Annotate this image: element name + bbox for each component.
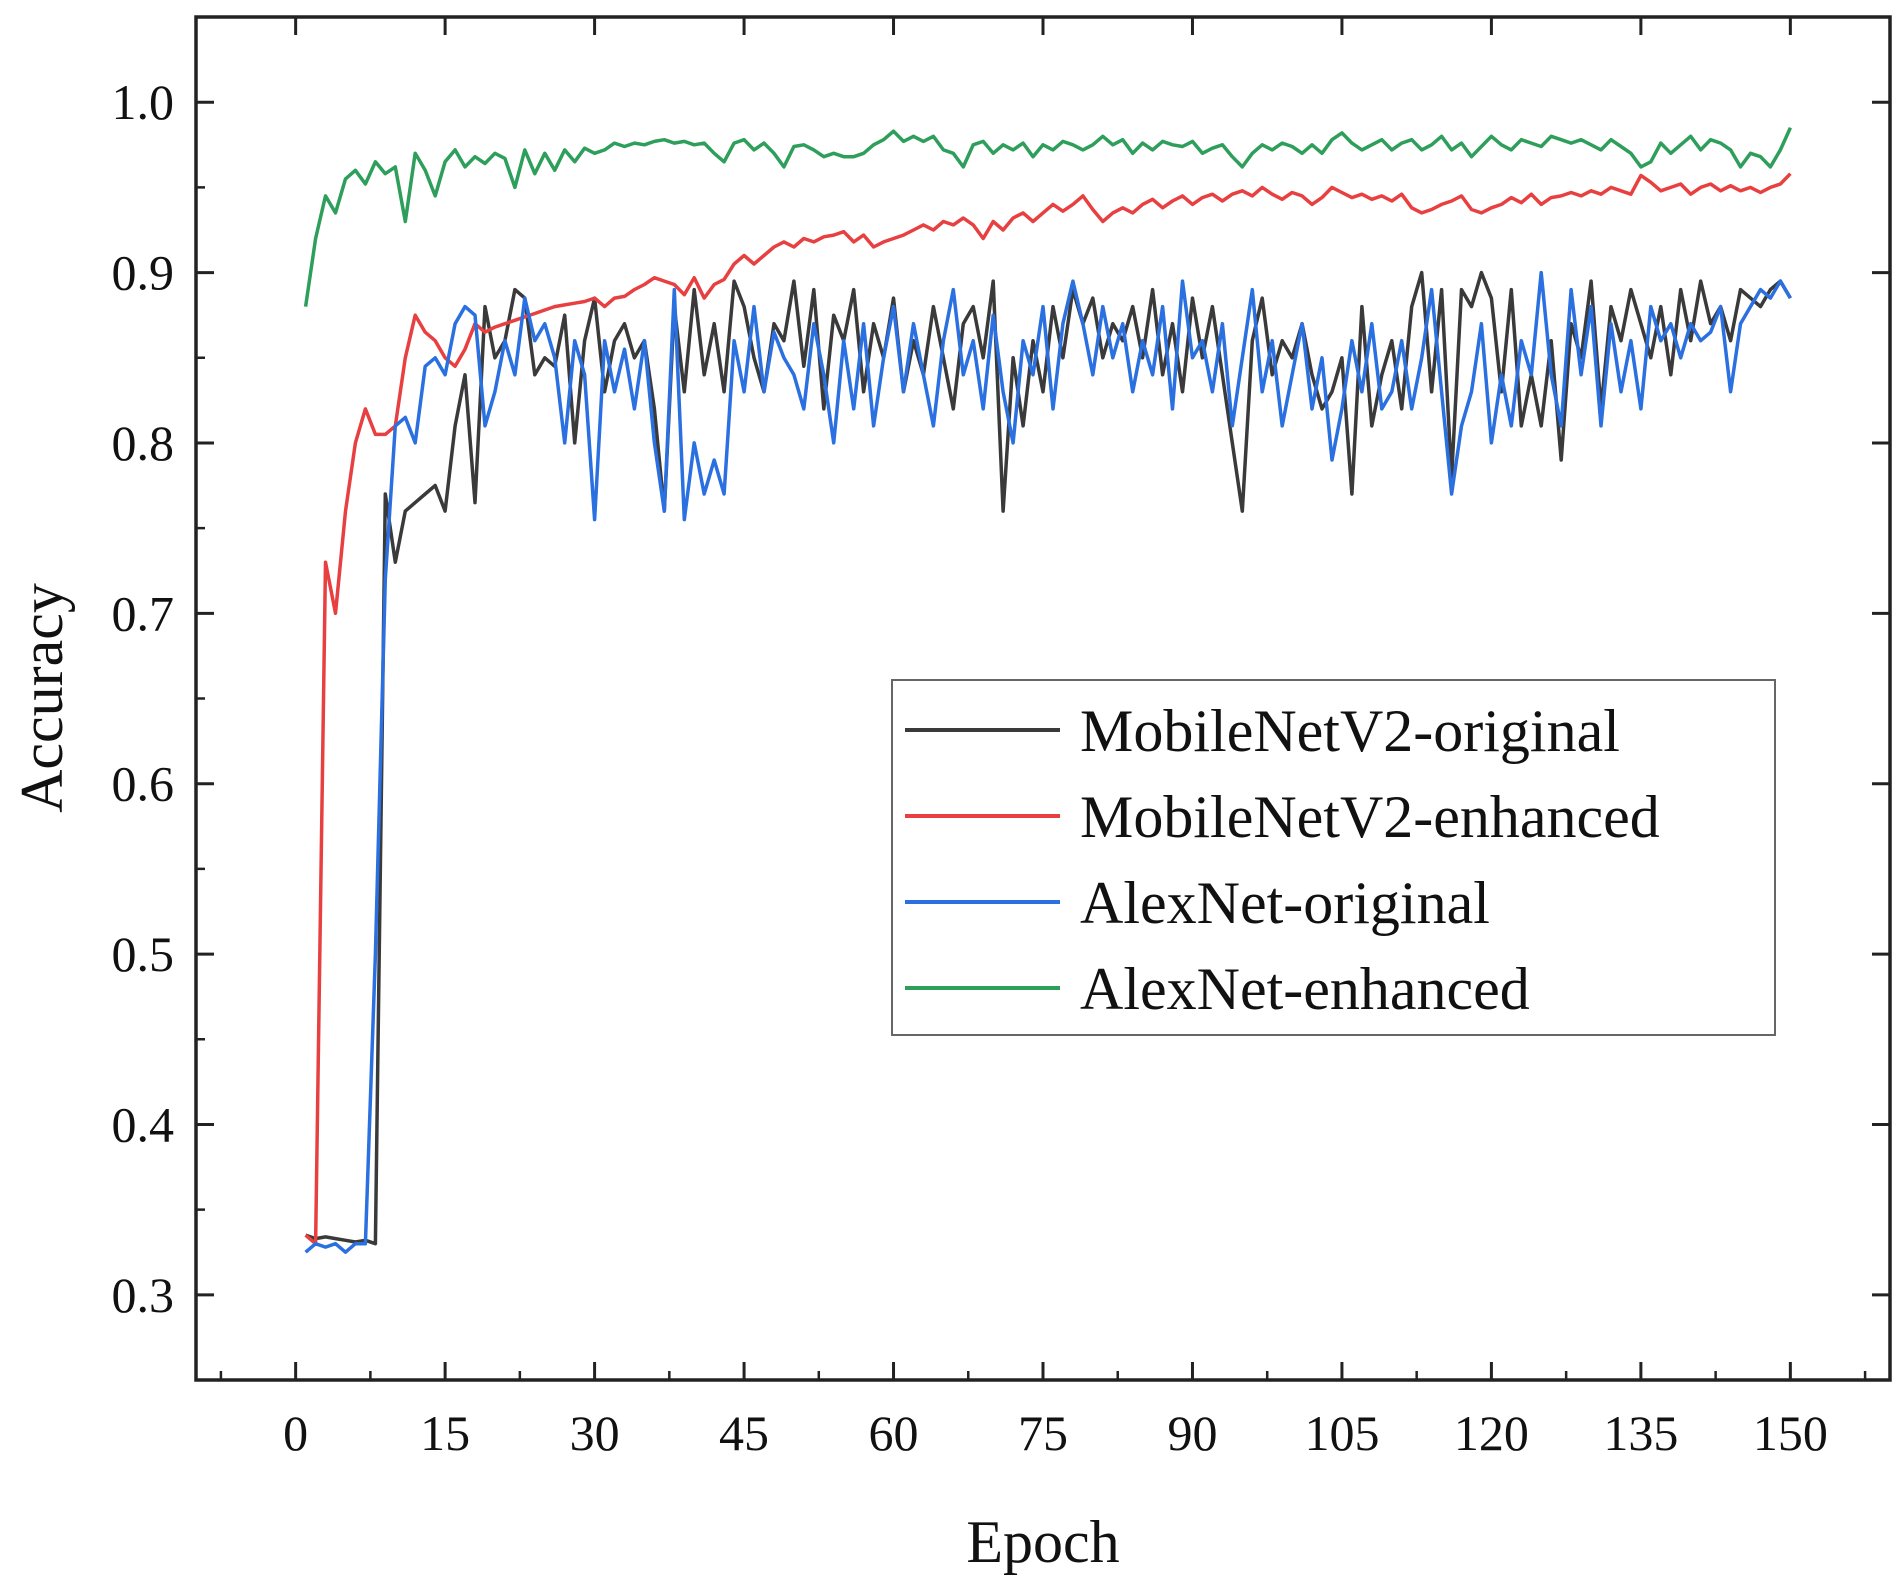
- y-tick-label: 0.9: [112, 245, 175, 301]
- x-tick-label: 30: [570, 1405, 620, 1461]
- x-tick-label: 15: [420, 1405, 470, 1461]
- y-tick-label: 0.7: [112, 585, 175, 641]
- x-tick-label: 60: [869, 1405, 919, 1461]
- x-tick-label: 120: [1454, 1405, 1529, 1461]
- x-tick-label: 75: [1018, 1405, 1068, 1461]
- series-lines: [303, 126, 1792, 1254]
- x-axis-title: Epoch: [966, 1509, 1119, 1575]
- legend-label-mobilenetv2-original: MobileNetV2-original: [1080, 698, 1620, 764]
- y-tick-label: 1.0: [112, 74, 175, 130]
- y-tick-label: 0.5: [112, 926, 175, 982]
- y-tick-label: 0.4: [112, 1096, 175, 1152]
- x-tick-label: 135: [1603, 1405, 1678, 1461]
- axis-ticks: [196, 17, 1890, 1380]
- x-tick-label: 150: [1753, 1405, 1828, 1461]
- series-line-mobilenetv2-enhanced: [304, 172, 1792, 1246]
- x-tick-label: 0: [283, 1405, 308, 1461]
- legend-box: [891, 679, 1776, 1036]
- y-tick-label: 0.8: [112, 415, 175, 471]
- x-tick-label: 90: [1167, 1405, 1217, 1461]
- series-line-alexnet-original: [304, 270, 1792, 1254]
- legend-label-mobilenetv2-enhanced: MobileNetV2-enhanced: [1080, 784, 1660, 850]
- x-tick-label: 105: [1304, 1405, 1379, 1461]
- y-axis-title: Accuracy: [9, 583, 75, 813]
- y-tick-label: 0.6: [112, 756, 175, 812]
- legend-label-alexnet-original: AlexNet-original: [1080, 870, 1490, 936]
- y-tick-label: 0.3: [112, 1267, 175, 1323]
- legend-label-alexnet-enhanced: AlexNet-enhanced: [1080, 956, 1530, 1022]
- legend: MobileNetV2-original MobileNetV2-enhanced…: [891, 679, 1776, 1036]
- x-tick-label: 45: [719, 1405, 769, 1461]
- tick-labels: 0 15 30 45 60 75 90 105 120 135 150 0.3 0.4 0.5 0.6 0.7…: [112, 74, 1828, 1461]
- series-line-alexnet-enhanced: [303, 126, 1792, 307]
